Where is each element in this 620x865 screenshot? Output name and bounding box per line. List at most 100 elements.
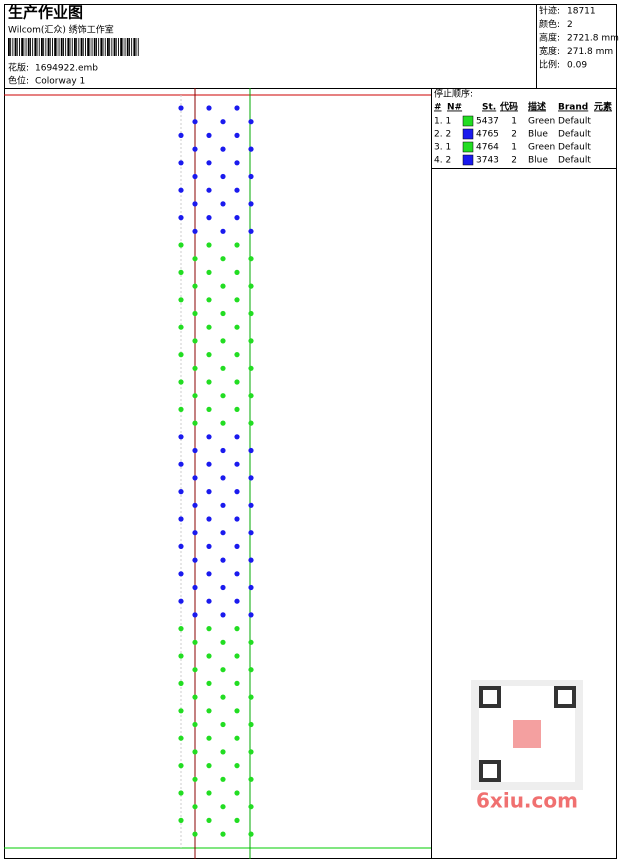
stitch-dot: [234, 269, 240, 275]
stitch-dot: [206, 434, 212, 440]
stitch-dot: [206, 598, 212, 604]
bar: [21, 38, 23, 56]
bar: [63, 38, 64, 56]
bar: [100, 38, 103, 56]
stitch-dot: [206, 242, 212, 248]
stitch-dot: [248, 639, 254, 645]
stitch-dot: [248, 256, 254, 262]
design-preview: [4, 88, 431, 859]
stitch-dot: [178, 516, 184, 522]
description: Green: [528, 117, 555, 127]
stitch-dot: [234, 790, 240, 796]
column-header: Brand: [558, 103, 588, 113]
stitch-dot: [220, 146, 226, 152]
stitch-dot: [234, 434, 240, 440]
stitch-dot: [206, 571, 212, 577]
stitch-dot: [192, 694, 198, 700]
info-value: 271.8 mm: [567, 47, 613, 57]
bar: [47, 38, 50, 56]
stitch-dot: [234, 708, 240, 714]
stitch-dot: [178, 461, 184, 467]
stitch-dot: [220, 776, 226, 782]
swatch: [462, 115, 474, 127]
column-header: N#: [447, 103, 462, 113]
stitch-dot: [220, 831, 226, 837]
stitch-dot: [248, 447, 254, 454]
stitch-dot: [234, 132, 240, 138]
info-label: 高度:: [539, 32, 560, 44]
stitch-dot: [192, 749, 198, 755]
watermark: 6xiu.com: [476, 789, 578, 813]
stitch-dot: [248, 338, 254, 344]
swatch: [462, 154, 474, 166]
stitch-dot: [248, 749, 254, 755]
stitch-dot: [234, 215, 240, 221]
stitch-dot: [248, 667, 254, 673]
bar: [56, 38, 58, 56]
stitch-dot: [192, 475, 198, 481]
bar: [85, 38, 86, 56]
stitch-dot: [206, 817, 212, 824]
brand: Default: [558, 130, 591, 140]
colorway-label: 色位:: [8, 75, 29, 87]
title: 生产作业图: [8, 4, 83, 22]
bar: [25, 38, 27, 56]
stitch-dot: [248, 420, 254, 426]
stitch-dot: [192, 557, 198, 563]
stitch-dot: [178, 187, 184, 193]
bar: [38, 38, 40, 56]
stitch-dot: [206, 105, 212, 111]
bar: [107, 38, 109, 56]
bar: [135, 38, 137, 56]
stitch-dot: [192, 721, 198, 728]
bar: [49, 38, 51, 56]
bar: [12, 38, 14, 56]
stitch-dot: [234, 242, 240, 248]
stitch-dot: [192, 256, 198, 262]
stitch-dot: [234, 817, 240, 824]
brand: Default: [558, 143, 591, 153]
stitch-dot: [234, 461, 240, 467]
stitch-dot: [220, 557, 226, 563]
bar: [120, 38, 122, 56]
info-label: 针迹:: [539, 5, 560, 17]
stitch-dot: [206, 379, 212, 385]
stitch-dot: [192, 502, 198, 508]
bar: [129, 38, 130, 56]
stitch-dot: [192, 283, 198, 289]
bar: [43, 38, 45, 56]
stitch-dot: [192, 338, 198, 344]
stitch-dot: [206, 516, 212, 522]
stitch-dot: [220, 393, 226, 399]
stitch-dot: [220, 173, 226, 180]
row-index: 1. 1: [434, 117, 451, 127]
bar: [69, 38, 71, 56]
stitch-dot: [206, 543, 212, 550]
stitch-dot: [178, 160, 184, 166]
stitch-dot: [206, 735, 212, 741]
bar: [98, 38, 100, 56]
stitch-dot: [192, 447, 198, 454]
stitch-dot: [178, 406, 184, 412]
column-header: St.: [482, 103, 496, 113]
stitch-dot: [220, 365, 226, 371]
bar: [19, 38, 20, 56]
stitch-dot: [206, 269, 212, 275]
stitch-dot: [192, 201, 198, 207]
stitch-dot: [220, 804, 226, 810]
stitch-dot: [206, 790, 212, 796]
stitch-dot: [220, 338, 226, 344]
stitch-dot: [248, 721, 254, 728]
bar: [58, 38, 60, 56]
stitch-dot: [192, 831, 198, 837]
stitch-dot: [220, 201, 226, 207]
stitch-dot: [248, 119, 254, 125]
info-label: 宽度:: [539, 45, 560, 57]
stitch-dot: [248, 310, 254, 317]
stitch-dot: [248, 557, 254, 563]
stitch-dot: [206, 489, 212, 495]
bar: [89, 38, 91, 56]
stitch-dot: [192, 146, 198, 152]
bar: [111, 38, 113, 56]
